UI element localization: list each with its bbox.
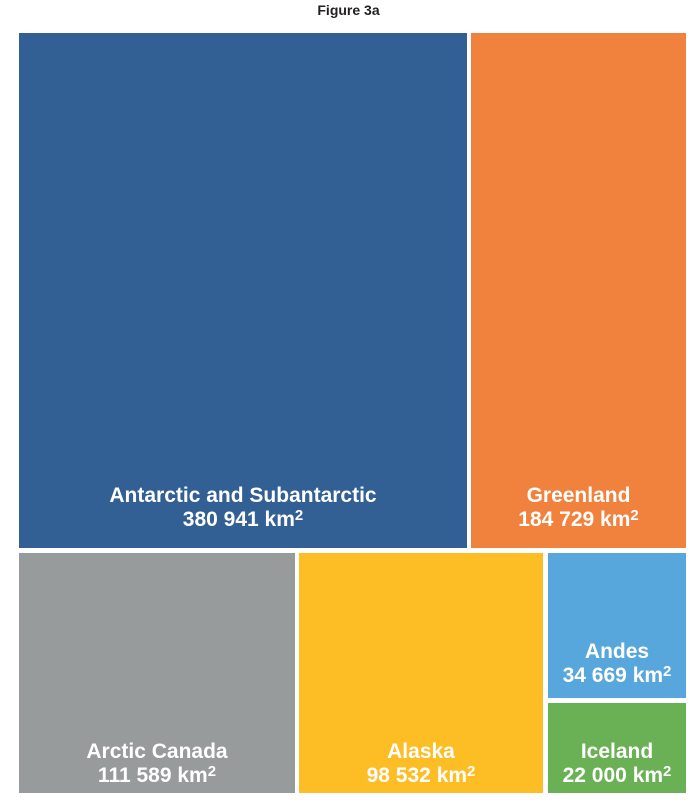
tile-value: 34 669 km2 — [562, 663, 672, 687]
tile-greenland: Greenland 184 729 km2 — [471, 33, 686, 548]
tile-iceland: Iceland 22 000 km2 — [548, 703, 686, 793]
chart-title: Figure 3a — [317, 2, 380, 18]
tile-value: 22 000 km2 — [562, 763, 672, 787]
tile-label: Greenland — [526, 484, 631, 507]
tile-value: 111 589 km2 — [97, 763, 217, 787]
tile-label: Antarctic and Subantarctic — [109, 484, 377, 507]
tile-alaska: Alaska 98 532 km2 — [299, 553, 543, 793]
tile-label: Arctic Canada — [86, 740, 228, 763]
tile-label: Iceland — [580, 740, 654, 763]
tile-value: 184 729 km2 — [518, 507, 639, 531]
tile-andes: Andes 34 669 km2 — [548, 553, 686, 698]
tile-value: 380 941 km2 — [182, 507, 304, 531]
tile-antarctic: Antarctic and Subantarctic 380 941 km2 — [19, 33, 467, 548]
tile-label: Andes — [584, 640, 650, 663]
tile-label: Alaska — [387, 740, 455, 763]
tile-arctic-canada: Arctic Canada 111 589 km2 — [19, 553, 295, 793]
tile-value: 98 532 km2 — [366, 763, 476, 787]
